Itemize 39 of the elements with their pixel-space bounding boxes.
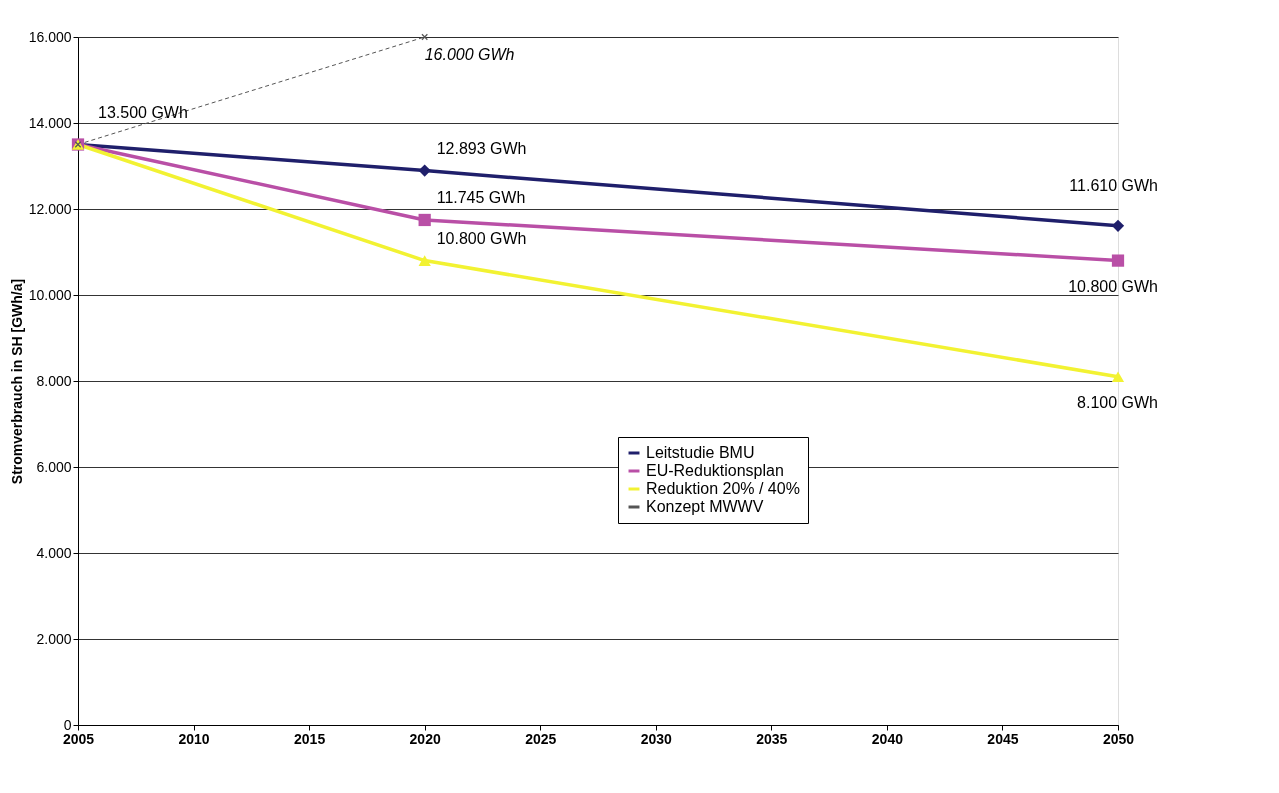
y-tick-label: 10.000 xyxy=(28,286,72,303)
data-label: 12.893 GWh xyxy=(436,139,527,157)
x-tick-label: 2020 xyxy=(409,730,441,747)
point xyxy=(1111,371,1125,382)
y-axis-title: Stromverbrauch in SH [GWh/a] xyxy=(8,278,25,485)
data-label: 10.800 GWh xyxy=(436,229,527,247)
x-tick-label: 2010 xyxy=(178,730,210,747)
legend-label: Konzept MWWV xyxy=(646,498,764,515)
y-tick-label: 4.000 xyxy=(36,544,72,561)
x-tick-label: 2025 xyxy=(525,730,557,747)
x-tick-label: 2005 xyxy=(62,730,95,747)
point xyxy=(418,255,431,266)
point xyxy=(421,33,428,41)
y-tick-label: 2.000 xyxy=(36,630,72,647)
y-tick-label: 16.000 xyxy=(28,28,72,45)
x-tick-label: 2015 xyxy=(294,730,326,747)
data-label: 11.610 GWh xyxy=(1069,176,1158,194)
x-tick-label: 2050 xyxy=(1102,730,1135,747)
y-tick-label: 12.000 xyxy=(28,200,72,217)
legend-label: Reduktion 20% / 40% xyxy=(646,480,800,497)
data-label: 10.800 GWh xyxy=(1068,277,1158,295)
x-tick-label: 2045 xyxy=(987,730,1019,747)
y-tick-label: 0 xyxy=(63,716,72,733)
x-tick-label: 2035 xyxy=(756,730,788,747)
y-tick-label: 8.000 xyxy=(36,372,72,389)
point xyxy=(1111,219,1125,232)
data-label: 13.500 GWh xyxy=(98,103,188,121)
data-label: 8.100 GWh xyxy=(1077,393,1158,411)
data-label: 16.000 GWh xyxy=(424,46,515,63)
point xyxy=(418,164,431,177)
legend-label: Leitstudie BMU xyxy=(646,444,755,461)
point xyxy=(418,213,431,227)
x-tick-label: 2030 xyxy=(640,730,673,747)
y-tick-label: 14.000 xyxy=(28,114,72,131)
point xyxy=(1111,254,1125,267)
legend-label: EU-Reduktionsplan xyxy=(646,462,784,479)
data-label: 11.745 GWh xyxy=(436,188,526,206)
x-tick-label: 2040 xyxy=(871,730,904,747)
y-tick-label: 6.000 xyxy=(36,458,72,475)
